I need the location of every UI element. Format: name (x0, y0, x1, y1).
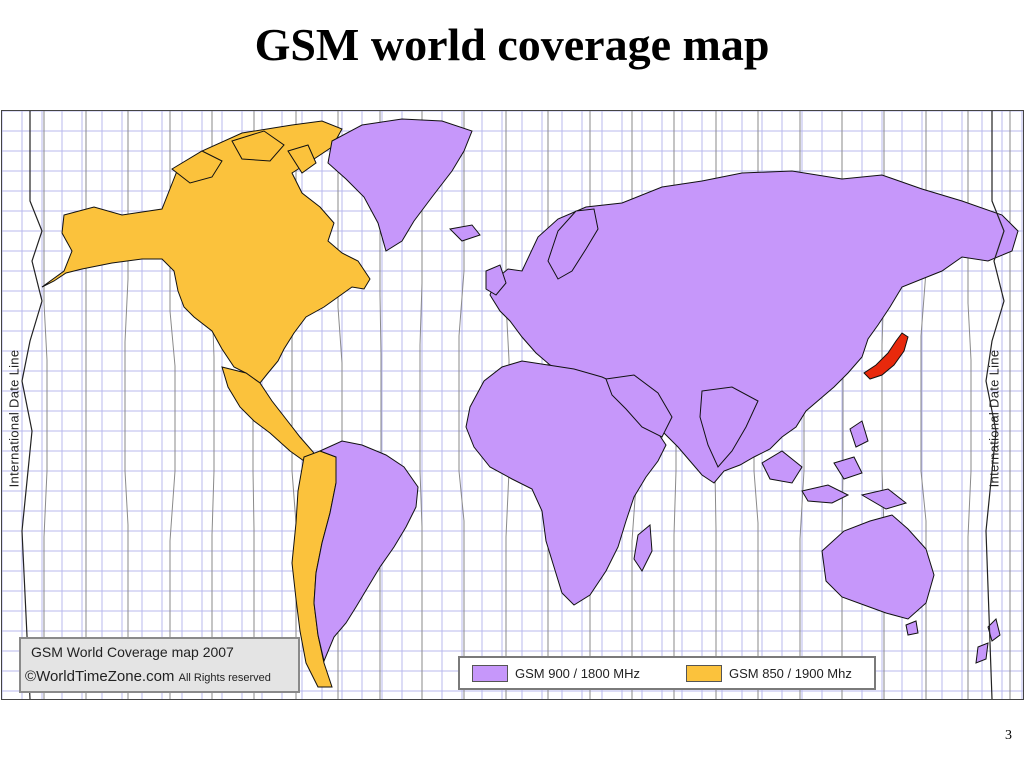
gsm-900-1800-regions (313, 118, 1019, 664)
page-number: 3 (1005, 728, 1012, 743)
map-canvas (2, 111, 1023, 699)
region-eastern-south-america (313, 440, 419, 663)
region-new-zealand (975, 618, 1001, 664)
region-africa (465, 360, 667, 606)
slide-title: GSM world coverage map (254, 19, 770, 70)
credit-site: WorldTimeZone.com (36, 668, 175, 685)
credit-rights: All Rights reserved (178, 672, 271, 684)
region-uk (485, 264, 507, 296)
credit-box: GSM World Coverage map 2007 ©WorldTimeZo… (19, 637, 300, 693)
region-alaska-canada-usa (41, 120, 371, 384)
region-iceland (448, 224, 481, 242)
map-legend: GSM 900 / 1800 MHz GSM 850 / 1900 Mhz (458, 656, 876, 690)
legend-item-gsm-900-1800: GSM 900 / 1800 MHz (472, 665, 640, 682)
date-lines (21, 111, 1005, 699)
region-japan (863, 332, 909, 380)
region-madagascar (633, 523, 653, 572)
world-map: International Date Line International Da… (1, 110, 1024, 700)
legend-item-gsm-850-1900: GSM 850 / 1900 Mhz (686, 665, 852, 682)
region-arabia (605, 374, 673, 438)
region-southeast-asia-islands (761, 420, 908, 510)
copyright-symbol: © (25, 668, 37, 685)
legend-swatch-purple (472, 665, 508, 682)
date-line-label-right: International Date Line (986, 349, 1002, 488)
date-line-label-left: International Date Line (6, 349, 22, 488)
region-scandinavia (547, 208, 599, 280)
region-tasmania (905, 620, 919, 636)
legend-label-gsm-850-1900: GSM 850 / 1900 Mhz (729, 666, 852, 681)
legend-swatch-yellow (686, 665, 722, 682)
region-arctic-islands (171, 130, 317, 184)
legend-label-gsm-900-1800: GSM 900 / 1800 MHz (515, 666, 640, 681)
credit-copyright: ©WorldTimeZone.com All Rights reserved (25, 668, 271, 685)
gsm-850-1900-regions (41, 120, 371, 688)
credit-title: GSM World Coverage map 2007 (31, 644, 234, 660)
region-greenland (327, 118, 473, 252)
region-mexico-central-america (221, 366, 315, 462)
region-australia (821, 514, 935, 620)
region-india (699, 386, 759, 468)
